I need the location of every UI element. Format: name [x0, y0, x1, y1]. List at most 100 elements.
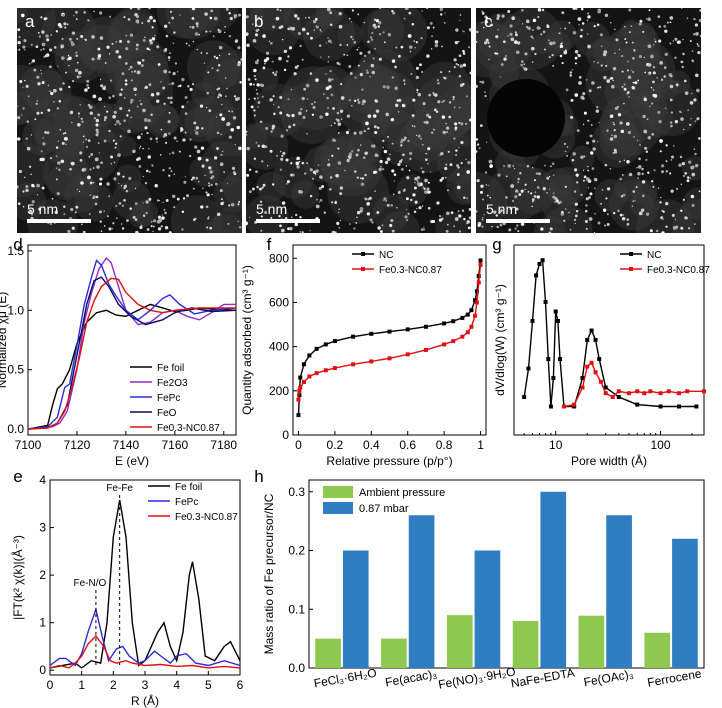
tem-particle: [204, 12, 208, 16]
tem-particle: [87, 139, 91, 142]
tem-haze: [92, 103, 132, 144]
tem-haze: [52, 96, 101, 144]
tem-particle: [129, 65, 133, 69]
tem-particle: [605, 64, 608, 67]
tem-particle: [606, 222, 610, 226]
tem-haze: [42, 150, 89, 197]
tem-particle: [206, 193, 210, 197]
tem-particle: [44, 54, 48, 58]
tem-particle: [456, 173, 460, 176]
tem-particle: [106, 215, 109, 218]
tem-particle: [71, 121, 73, 124]
tem-particle: [376, 126, 380, 130]
series-marker: [572, 404, 577, 409]
tem-particle: [433, 108, 437, 112]
tem-particle: [113, 177, 117, 181]
tem-particle: [217, 96, 220, 99]
tem-particle: [331, 230, 336, 233]
series-marker: [460, 334, 465, 339]
tem-particle: [140, 224, 143, 227]
tem-particle: [481, 216, 484, 219]
tem-particle: [280, 25, 283, 28]
tem-particle: [561, 210, 564, 214]
tem-particle: [145, 200, 149, 204]
tem-haze: [454, 172, 471, 203]
tem-particle: [653, 169, 656, 172]
tem-particle: [18, 169, 23, 174]
tem-particle: [174, 62, 178, 65]
legend-swatch: [323, 502, 353, 514]
series-marker: [540, 258, 545, 263]
tem-particle: [137, 8, 141, 11]
tem-particle: [254, 33, 258, 37]
tem-particle: [208, 166, 211, 170]
tem-haze: [359, 64, 401, 106]
tem-haze: [178, 97, 224, 143]
tem-particle: [104, 106, 106, 108]
tem-particle: [168, 71, 171, 74]
tem-particle: [430, 131, 434, 134]
tem-haze: [246, 122, 268, 149]
series-marker: [307, 353, 312, 358]
tem-particle: [228, 110, 231, 113]
tem-particle: [146, 228, 150, 231]
tem-particle: [273, 73, 277, 77]
tem-particle: [684, 91, 689, 95]
series-marker: [442, 342, 447, 347]
tem-haze: [435, 211, 469, 233]
y-tick-label: 0.0: [7, 422, 24, 436]
tem-particle: [580, 193, 583, 196]
tem-particle: [454, 217, 459, 221]
tem-particle: [392, 193, 395, 196]
tem-haze: [128, 203, 154, 229]
tem-particle: [53, 46, 57, 49]
tem-particle: [579, 34, 583, 38]
plot-frame: [292, 244, 487, 436]
tem-particle: [253, 109, 256, 112]
legend-label: Fe foil: [157, 363, 184, 374]
tem-particle: [167, 56, 171, 59]
tem-particle: [139, 145, 142, 148]
tem-haze: [608, 180, 660, 231]
tem-particle: [415, 66, 419, 70]
tem-particle: [323, 211, 326, 214]
tem-particle: [120, 88, 123, 91]
legend-marker: [361, 267, 365, 271]
series-marker: [314, 371, 319, 376]
tem-particle: [355, 153, 359, 157]
tem-particle: [216, 212, 221, 217]
tem-particle: [161, 216, 165, 220]
tem-particle: [142, 175, 144, 178]
tem-particle: [657, 111, 661, 115]
tem-particle: [23, 39, 27, 43]
tem-particle: [78, 190, 81, 193]
tem-particle: [672, 225, 677, 230]
tem-particle: [191, 8, 196, 11]
legend-label: Fe0.3-NC0.87: [647, 265, 710, 276]
tem-particle: [551, 162, 555, 166]
tem-particle: [156, 92, 160, 96]
tem-haze: [396, 174, 429, 206]
series-marker: [423, 347, 428, 352]
series-marker: [676, 391, 681, 396]
series-marker: [694, 404, 699, 409]
tem-particle: [628, 8, 632, 12]
tem-particle: [299, 231, 301, 233]
tem-particle: [430, 219, 434, 224]
tem-particle: [531, 205, 533, 208]
tem-particle: [484, 171, 488, 174]
tem-particle: [691, 172, 696, 177]
tem-particle: [661, 231, 665, 233]
tem-particle: [329, 188, 332, 191]
tem-particle: [561, 62, 564, 65]
tem-particle: [327, 37, 329, 39]
tem-particle: [658, 39, 662, 43]
tem-particle: [290, 173, 294, 177]
tem-particle: [637, 177, 640, 180]
tem-particle: [164, 226, 169, 230]
tem-particle: [461, 209, 465, 212]
tem-particle: [208, 182, 210, 185]
tem-haze: [156, 8, 212, 39]
tem-particle: [465, 158, 467, 161]
tem-particle: [625, 122, 630, 126]
